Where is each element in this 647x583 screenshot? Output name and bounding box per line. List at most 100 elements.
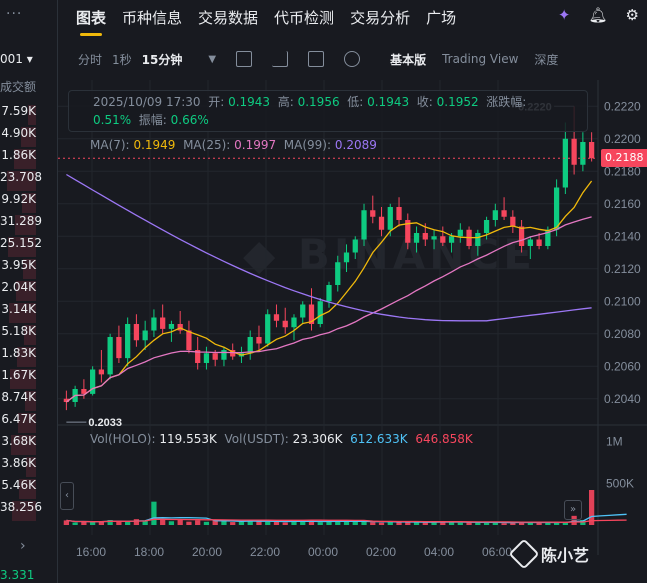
candlestick-svg[interactable]: 0.2220 0.2200 0.2180 0.2160 0.2140 0.2120 0.21…	[58, 80, 647, 583]
more-dots-icon[interactable]: ···	[6, 6, 23, 22]
volume-bar	[151, 501, 157, 525]
order-book-value: 3.86K	[1, 456, 36, 470]
order-book-row[interactable]: 7.59K	[0, 104, 36, 126]
volume-bar	[466, 522, 472, 525]
volume-bar	[518, 521, 525, 525]
vol-value: 119.553K	[159, 432, 217, 446]
candle-body	[203, 353, 210, 363]
order-book-row[interactable]: 3.95K	[0, 258, 36, 280]
order-book-row[interactable]: 1.67K	[0, 368, 36, 390]
time-axis-label: 02:00	[366, 545, 396, 559]
order-book-row[interactable]: 6.47K	[0, 412, 36, 434]
order-book-row[interactable]: 3.86K	[0, 456, 36, 478]
order-book-value: 3.95K	[1, 258, 36, 272]
depth-bar	[22, 193, 36, 213]
time-axis-label: 16:00	[76, 545, 106, 559]
candle-body	[116, 337, 122, 359]
candle-body	[580, 142, 586, 165]
volume-bar	[195, 520, 201, 525]
tab-trade-analysis[interactable]: 交易分析	[350, 8, 411, 27]
order-book-row[interactable]: 23.708	[0, 170, 42, 192]
volume-bar	[378, 522, 385, 525]
candle-body	[291, 317, 297, 328]
mode-depth[interactable]: 深度	[534, 52, 559, 67]
tab-trade-data[interactable]: 交易数据	[198, 8, 259, 27]
depth-bar	[14, 149, 36, 169]
timeframe-1s[interactable]: 1秒	[112, 52, 132, 67]
mode-basic[interactable]: 基本版	[390, 52, 427, 67]
order-book-row[interactable]: 5.18K	[0, 324, 36, 346]
settings-icon[interactable]: ⚙	[625, 6, 639, 24]
high-label: 高:	[277, 95, 294, 109]
order-book-row[interactable]: 3.14K	[0, 302, 36, 324]
tab-token-check[interactable]: 代币检测	[274, 8, 335, 27]
pair-suffix[interactable]: 001 ▾	[0, 52, 33, 66]
tab-square[interactable]: 广场	[426, 8, 457, 27]
candle-body	[588, 142, 595, 159]
volume-bar	[457, 522, 463, 525]
tab-chart[interactable]: 图表	[76, 8, 107, 36]
indicator-icon[interactable]	[236, 51, 253, 67]
top-nav: 图表 币种信息 交易数据 代币检测 交易分析 广场 ✦ 🔔︎ ⚙	[58, 0, 647, 36]
order-book-row[interactable]: 8.74K	[0, 390, 36, 412]
order-book-row[interactable]: 4.90K	[0, 126, 36, 148]
chevron-right-icon[interactable]: ›	[20, 538, 26, 554]
order-book-value: 31.289	[0, 214, 42, 228]
volume-bar	[553, 522, 560, 525]
order-book-row[interactable]: 2.04K	[0, 280, 36, 302]
candle-body	[168, 324, 175, 329]
volume-bar	[273, 521, 280, 525]
order-book-row[interactable]: 5.46K	[0, 478, 36, 500]
candle-body	[562, 138, 568, 188]
chart-type-icon[interactable]	[272, 51, 289, 67]
mode-tradingview[interactable]: Trading View	[442, 52, 519, 66]
scroll-left-button[interactable]: ‹	[60, 482, 74, 510]
volume-bar	[133, 519, 140, 525]
order-book-row[interactable]: 1.86K	[0, 148, 36, 170]
order-book-row[interactable]: 25.152	[0, 236, 42, 258]
low-label: 低:	[347, 95, 364, 109]
volume-bar	[221, 521, 227, 525]
change-label: 涨跌幅:	[486, 95, 527, 109]
candle-body	[335, 262, 341, 285]
tab-coin-info[interactable]: 币种信息	[122, 8, 183, 27]
turnover-header: 成交额	[0, 80, 37, 94]
volume-bar	[405, 521, 411, 525]
candle-body	[431, 236, 437, 240]
timeframe-15m[interactable]: 15分钟	[141, 52, 183, 67]
grid-layout-icon[interactable]	[308, 51, 325, 67]
order-book-row[interactable]: 1.83K	[0, 346, 36, 368]
price-axis-label: 0.2080	[604, 327, 641, 341]
order-book-row[interactable]: 3.68K	[0, 434, 36, 456]
volume-bar	[186, 521, 192, 525]
candle-body	[343, 252, 350, 263]
bell-icon[interactable]: 🔔︎	[588, 6, 608, 24]
depth-bar	[23, 259, 36, 279]
candle-body	[553, 187, 560, 230]
timeframe-line[interactable]: 分时	[78, 52, 103, 67]
hexagon-icon[interactable]	[344, 51, 361, 67]
time-axis-label: 06:00	[482, 545, 512, 559]
volume-bar	[536, 522, 542, 525]
order-book-row[interactable]: 31.289	[0, 214, 42, 236]
ma7-line	[66, 180, 593, 403]
order-book-value: 7.59K	[1, 104, 36, 118]
order-book-row[interactable]: 9.92K	[0, 192, 36, 214]
volume-bar	[168, 521, 175, 525]
volume-ma-b-line	[66, 518, 627, 523]
bottom-value: 3.331	[0, 568, 35, 582]
sparkle-icon[interactable]: ✦	[557, 6, 571, 24]
chevron-down-icon[interactable]: ▼	[208, 53, 217, 65]
volume-bar	[203, 521, 210, 525]
price-chart[interactable]: ◆ BINANCE 0.2220 0.2200 0.2180 0.2160 0.2140…	[58, 80, 647, 583]
volume-bar	[160, 519, 166, 525]
order-book-value: 3.14K	[1, 302, 36, 316]
depth-bar	[11, 435, 36, 455]
volume-bar	[230, 522, 236, 525]
depth-bar	[7, 171, 36, 191]
scroll-right-button[interactable]: »	[564, 500, 582, 520]
depth-bar	[17, 347, 36, 367]
amplitude-value: 0.66%	[170, 113, 209, 127]
order-book-row[interactable]: 38.256	[0, 500, 42, 522]
candle-body	[212, 353, 218, 360]
